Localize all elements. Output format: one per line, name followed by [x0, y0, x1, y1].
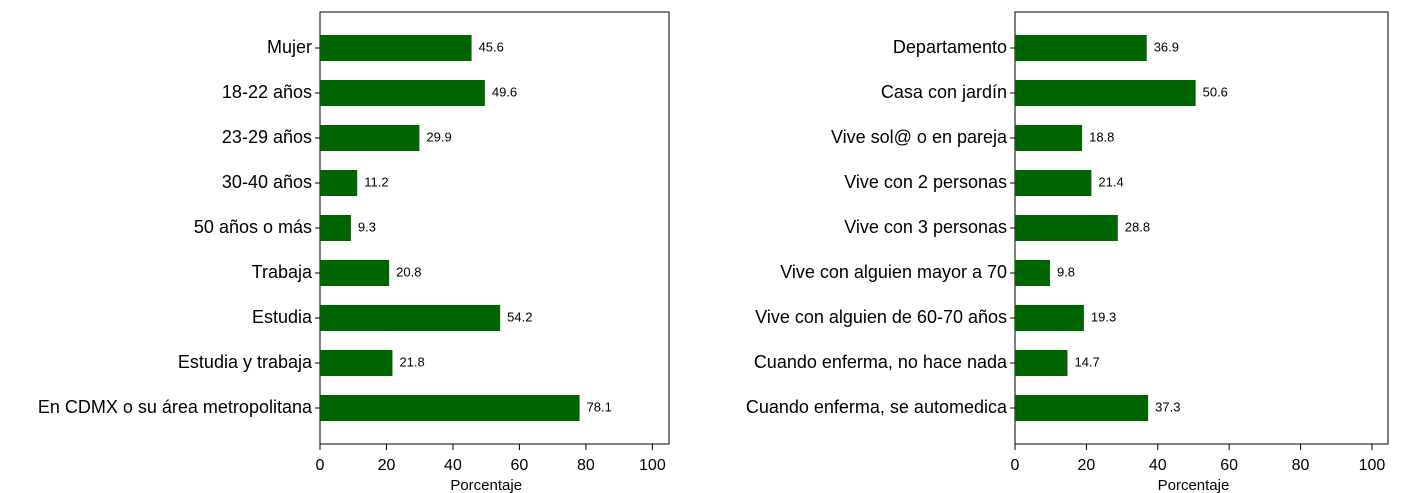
y-tick-label: Estudia [252, 307, 313, 327]
bar [320, 350, 393, 376]
bar [320, 260, 390, 286]
bar [320, 305, 501, 331]
x-tick-label: 80 [1292, 457, 1310, 474]
value-label: 37.3 [1155, 399, 1180, 414]
y-tick-label: Cuando enferma, se automedica [746, 397, 1008, 417]
y-tick-label: Vive con 2 personas [844, 172, 1007, 192]
y-tick-label: Vive con alguien de 60-70 años [755, 307, 1007, 327]
bar [320, 395, 580, 421]
x-tick-label: 20 [378, 457, 396, 474]
value-label: 78.1 [587, 399, 612, 414]
value-label: 54.2 [507, 309, 532, 324]
value-label: 29.9 [426, 129, 451, 144]
x-tick-label: 80 [577, 457, 595, 474]
y-tick-label: 30-40 años [222, 172, 312, 192]
y-tick-label: 23-29 años [222, 127, 312, 147]
y-tick-label: En CDMX o su área metropolitana [38, 397, 313, 417]
x-tick-label: 0 [316, 457, 325, 474]
y-tick-label: Vive con 3 personas [844, 217, 1007, 237]
value-label: 21.8 [399, 354, 424, 369]
value-label: 19.3 [1091, 309, 1116, 324]
y-tick-label: Estudia y trabaja [178, 352, 313, 372]
bar [320, 80, 485, 106]
x-tick-label: 60 [511, 457, 529, 474]
value-label: 20.8 [396, 264, 421, 279]
bar [1015, 170, 1092, 196]
x-tick-label: 100 [639, 457, 666, 474]
value-label: 21.4 [1098, 174, 1123, 189]
value-label: 50.6 [1203, 84, 1228, 99]
bar [1015, 260, 1050, 286]
x-tick-label: 60 [1220, 457, 1238, 474]
value-label: 11.2 [364, 174, 388, 189]
bar [1015, 215, 1118, 241]
y-tick-label: 50 años o más [194, 217, 312, 237]
y-tick-label: Trabaja [252, 262, 313, 282]
x-tick-label: 40 [1149, 457, 1167, 474]
value-label: 14.7 [1074, 354, 1099, 369]
bar [320, 35, 472, 61]
y-tick-label: Vive sol@ o en pareja [831, 127, 1008, 147]
x-axis-label: Porcentaje [1158, 477, 1230, 493]
bar [1015, 80, 1196, 106]
value-label: 45.6 [479, 39, 504, 54]
x-tick-label: 100 [1359, 457, 1386, 474]
x-tick-label: 0 [1011, 457, 1020, 474]
bar [1015, 125, 1083, 151]
y-tick-label: Mujer [267, 37, 312, 57]
bar [1015, 350, 1068, 376]
bar [1015, 35, 1147, 61]
value-label: 36.9 [1154, 39, 1179, 54]
value-label: 9.3 [358, 219, 376, 234]
y-tick-label: Cuando enferma, no hace nada [754, 352, 1008, 372]
x-axis-label: Porcentaje [450, 477, 522, 493]
value-label: 28.8 [1125, 219, 1150, 234]
bar [320, 215, 351, 241]
y-tick-label: Casa con jardín [881, 82, 1007, 102]
bar [320, 125, 420, 151]
value-label: 18.8 [1089, 129, 1114, 144]
y-tick-label: Vive con alguien mayor a 70 [780, 262, 1007, 282]
bar [320, 170, 358, 196]
x-tick-label: 20 [1077, 457, 1095, 474]
bar [1015, 305, 1084, 331]
value-label: 9.8 [1057, 264, 1075, 279]
y-tick-label: Departamento [893, 37, 1007, 57]
x-tick-label: 40 [444, 457, 462, 474]
value-label: 49.6 [492, 84, 517, 99]
y-tick-label: 18-22 años [222, 82, 312, 102]
bar [1015, 395, 1149, 421]
